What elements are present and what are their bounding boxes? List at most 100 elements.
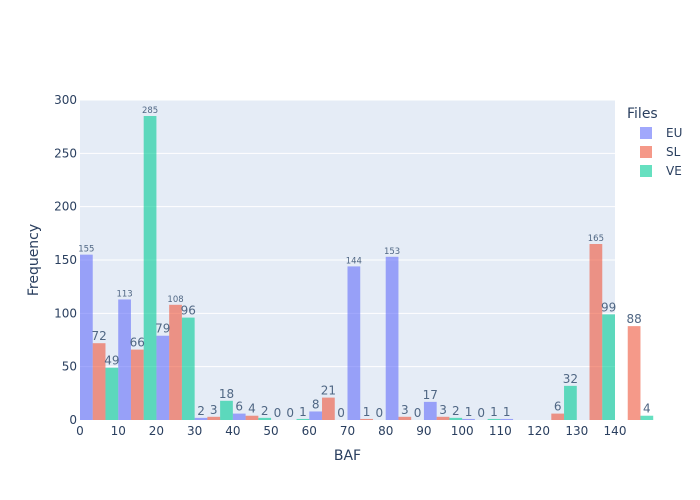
bar-label: 0 bbox=[337, 406, 345, 420]
bar-ve-4 bbox=[258, 417, 272, 420]
x-axis-ticks: 0 10 20 30 40 50 60 70 80 90 100 110 120 130 140 bbox=[76, 424, 626, 438]
y-tick-label: 150 bbox=[54, 253, 77, 267]
bar-label: 32 bbox=[563, 372, 578, 386]
bar-ve-10 bbox=[487, 418, 501, 420]
bar-label: 2 bbox=[452, 404, 460, 418]
bar-ve-14 bbox=[640, 415, 654, 420]
bar-label: 79 bbox=[155, 322, 170, 336]
x-tick-label: 60 bbox=[302, 424, 317, 438]
bar-ve-3 bbox=[220, 400, 233, 420]
bar-label: 108 bbox=[167, 295, 183, 305]
bar-eu-8 bbox=[385, 256, 399, 420]
bar-sl-1 bbox=[130, 349, 144, 420]
bar-label: 153 bbox=[384, 247, 400, 257]
x-tick-label: 0 bbox=[76, 424, 84, 438]
bar-label: 155 bbox=[78, 245, 94, 255]
legend-title: Files bbox=[627, 106, 658, 122]
bar-label: 165 bbox=[588, 234, 604, 244]
bar-ve-12 bbox=[564, 385, 577, 420]
bar-label: 17 bbox=[423, 388, 438, 402]
bar-label: 21 bbox=[321, 384, 336, 398]
bar-ve-13 bbox=[602, 314, 615, 420]
x-tick-label: 120 bbox=[527, 424, 550, 438]
x-tick-label: 30 bbox=[187, 424, 202, 438]
bar-label: 113 bbox=[116, 289, 132, 299]
bar-label: 4 bbox=[643, 402, 651, 416]
bar-label: 49 bbox=[104, 354, 119, 368]
y-tick-label: 250 bbox=[54, 146, 77, 160]
bar-eu-11 bbox=[500, 418, 514, 420]
bar-label: 2 bbox=[261, 404, 269, 418]
bar-sl-6 bbox=[322, 397, 335, 420]
x-tick-label: 90 bbox=[416, 424, 431, 438]
legend-item-eu[interactable]: EU bbox=[666, 126, 682, 140]
legend-swatch-eu bbox=[640, 127, 652, 139]
y-tick-label: 200 bbox=[54, 200, 77, 214]
y-tick-label: 100 bbox=[54, 306, 77, 320]
bar-label: 99 bbox=[601, 300, 616, 314]
bar-label: 6 bbox=[235, 400, 243, 414]
x-tick-label: 70 bbox=[340, 424, 355, 438]
bar-label: 2 bbox=[197, 404, 205, 418]
bar-sl-2 bbox=[169, 304, 182, 420]
bar-label: 18 bbox=[219, 387, 234, 401]
bar-ve-9 bbox=[449, 417, 463, 420]
bar-sl-3 bbox=[207, 416, 221, 420]
bar-sl-9 bbox=[436, 416, 450, 420]
bar-sl-8 bbox=[398, 416, 412, 420]
bar-eu-4 bbox=[232, 413, 246, 420]
bar-label: 72 bbox=[91, 329, 106, 343]
bar-label: 1 bbox=[503, 405, 511, 419]
x-tick-label: 100 bbox=[451, 424, 474, 438]
bar-label: 285 bbox=[142, 106, 158, 116]
bars bbox=[80, 116, 654, 420]
bar-label: 0 bbox=[477, 406, 485, 420]
legend-swatch-sl bbox=[640, 146, 652, 158]
bar-label: 144 bbox=[346, 256, 362, 266]
x-axis-title: BAF bbox=[334, 448, 361, 464]
bar-label: 96 bbox=[181, 304, 196, 318]
legend-item-sl[interactable]: SL bbox=[666, 145, 681, 159]
y-axis-title: Frequency bbox=[26, 224, 42, 296]
bar-label: 1 bbox=[490, 405, 498, 419]
y-tick-label: 50 bbox=[62, 360, 77, 374]
bar-eu-10 bbox=[462, 418, 475, 420]
bar-label: 4 bbox=[248, 402, 256, 416]
bar-label: 0 bbox=[274, 406, 282, 420]
bar-eu-7 bbox=[347, 266, 361, 420]
bar-eu-9 bbox=[423, 401, 437, 420]
bar-label: 8 bbox=[312, 397, 320, 411]
x-tick-label: 110 bbox=[489, 424, 512, 438]
y-tick-label: 0 bbox=[69, 413, 77, 427]
bar-sl-7 bbox=[360, 418, 373, 420]
y-axis-ticks: 0 50 100 150 200 250 300 bbox=[54, 93, 77, 427]
bar-label: 1 bbox=[465, 405, 473, 419]
bar-label: 1 bbox=[299, 405, 307, 419]
x-tick-label: 140 bbox=[604, 424, 627, 438]
bar-eu-3 bbox=[194, 417, 208, 420]
x-tick-label: 20 bbox=[149, 424, 164, 438]
bar-label: 3 bbox=[401, 403, 409, 417]
bar-label: 0 bbox=[414, 406, 422, 420]
bar-ve-5 bbox=[296, 418, 310, 420]
legend: Files EU SL VE bbox=[627, 106, 682, 178]
x-tick-label: 130 bbox=[565, 424, 588, 438]
bar-label: 1 bbox=[363, 405, 371, 419]
x-tick-label: 50 bbox=[263, 424, 278, 438]
legend-item-ve[interactable]: VE bbox=[666, 164, 682, 178]
bar-ve-2 bbox=[181, 317, 195, 420]
legend-swatch-ve bbox=[640, 165, 652, 177]
bar-label: 3 bbox=[210, 403, 218, 417]
bar-sl-12 bbox=[551, 413, 565, 420]
bar-ve-1 bbox=[143, 116, 157, 420]
bar-label: 0 bbox=[286, 406, 294, 420]
bar-eu-0 bbox=[80, 254, 93, 420]
bar-eu-2 bbox=[156, 335, 170, 420]
bar-eu-1 bbox=[118, 299, 131, 420]
x-tick-label: 10 bbox=[111, 424, 126, 438]
bar-label: 88 bbox=[626, 312, 641, 326]
bar-ve-0 bbox=[105, 367, 119, 420]
bar-label: 0 bbox=[376, 406, 384, 420]
